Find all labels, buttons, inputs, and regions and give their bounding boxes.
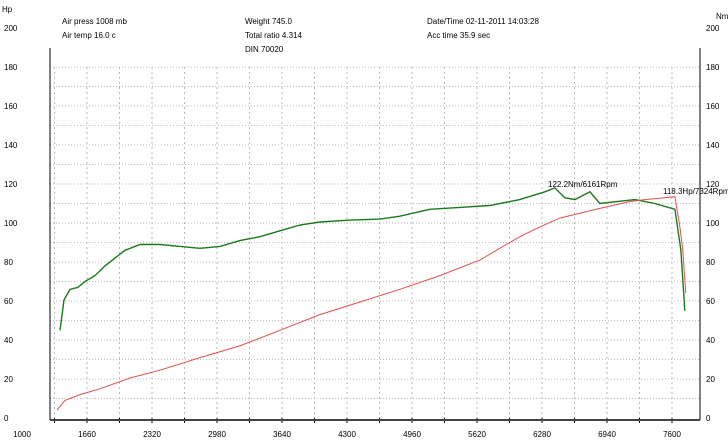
y-tick-label-left: 120: [4, 180, 18, 189]
y-tick-label-right: 160: [706, 102, 720, 111]
y-tick-label-left: 100: [4, 219, 18, 228]
x-tick-label: 5620: [468, 430, 486, 439]
y-tick-label-left: 180: [4, 63, 18, 72]
x-tick-label: 2320: [143, 430, 161, 439]
y-tick-label-left: 200: [4, 24, 18, 33]
y-tick-label-left: 140: [4, 141, 18, 150]
y-tick-label-right: 40: [706, 336, 715, 345]
y-tick-label-right: 200: [706, 24, 720, 33]
y-tick-label-left: 40: [4, 336, 13, 345]
y-tick-label-left: 160: [4, 102, 18, 111]
x-tick-label: 4960: [403, 430, 421, 439]
y-tick-label-right: 120: [706, 180, 720, 189]
din-standard: DIN 70020: [245, 45, 284, 54]
y-tick-label-right: 100: [706, 219, 720, 228]
x-tick-label: 3640: [273, 430, 291, 439]
x-tick-label: 7600: [663, 430, 681, 439]
date-time: Date/Time 02-11-2011 14:03:28: [427, 17, 539, 26]
y-tick-label-left: 60: [4, 297, 13, 306]
acc-time: Acc time 35.9 sec: [427, 31, 491, 40]
torque-peak-label: 122.2Nm/6161Rpm: [548, 180, 618, 189]
air-press: Air press 1008 mb: [62, 17, 127, 26]
y-tick-label-right: 180: [706, 63, 720, 72]
x-tick-label: 6280: [533, 430, 551, 439]
x-tick-label: 4300: [338, 430, 356, 439]
total-ratio: Total ratio 4.314: [245, 31, 302, 40]
y-tick-label-left: 0: [4, 414, 9, 423]
x-tick-label: 6940: [598, 430, 616, 439]
y-tick-label-right: 80: [706, 258, 715, 267]
weight: Weight 745.0: [245, 17, 292, 26]
y-axis-label-right: Nm: [716, 12, 728, 21]
y-tick-label-right: 60: [706, 297, 715, 306]
power-peak-label: 118.3Hp/7324Rpm: [663, 187, 728, 196]
y-tick-label-right: 140: [706, 141, 720, 150]
x-tick-label: 2980: [208, 430, 226, 439]
x-tick-label: 1000: [13, 430, 31, 439]
y-tick-label-right: 0: [706, 414, 711, 423]
x-tick-label: 1660: [78, 430, 96, 439]
y-axis-label-left: Hp: [2, 5, 13, 14]
y-tick-label-left: 20: [4, 375, 13, 384]
series-line-torque: [59, 187, 686, 331]
y-tick-label-right: 20: [706, 375, 715, 384]
y-tick-label-left: 80: [4, 258, 13, 267]
series-line-power: [56, 196, 687, 411]
air-temp: Air temp 16.0 c: [62, 31, 116, 40]
